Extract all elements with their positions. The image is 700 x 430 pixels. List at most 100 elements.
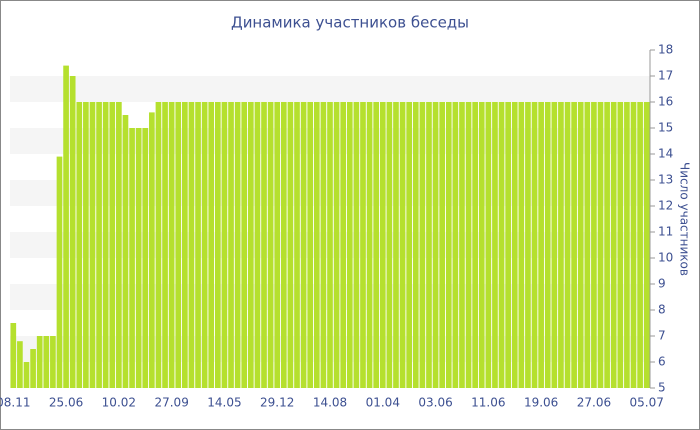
bar (241, 102, 248, 388)
bar (419, 102, 426, 388)
bar (168, 102, 175, 388)
bar (30, 349, 36, 388)
bar (129, 128, 135, 388)
bar (142, 128, 149, 388)
bar (452, 102, 459, 388)
bar (386, 102, 393, 388)
bar (320, 102, 327, 388)
bar (604, 102, 610, 388)
grid-band (10, 76, 650, 102)
bar (10, 323, 17, 388)
y-tick-label: 18 (658, 43, 673, 57)
bar (214, 102, 221, 388)
bar (102, 102, 109, 388)
bar (346, 102, 353, 388)
bar (492, 102, 498, 388)
bar (591, 102, 597, 388)
bar (76, 102, 83, 388)
bar (83, 102, 89, 388)
x-tick-label: 19.06 (524, 396, 558, 410)
bar (379, 102, 386, 388)
bar (412, 102, 419, 388)
bar (23, 362, 30, 388)
bar (525, 102, 531, 388)
bar (287, 102, 294, 388)
bar (571, 102, 577, 388)
bar (577, 102, 584, 388)
bar (280, 102, 287, 388)
bar (360, 102, 366, 388)
bar (584, 102, 591, 388)
bar (208, 102, 215, 388)
bar (333, 102, 340, 388)
bar (63, 65, 69, 388)
bar (247, 102, 254, 388)
bar (122, 115, 129, 388)
bar (56, 156, 63, 388)
bar (274, 102, 281, 388)
bar (544, 102, 551, 388)
x-tick-label: 11.06 (471, 396, 505, 410)
y-tick-label: 6 (658, 355, 666, 369)
x-tick-label: 14.08 (313, 396, 347, 410)
bar (327, 102, 333, 388)
bar (485, 102, 492, 388)
bar (511, 102, 518, 388)
bar (445, 102, 452, 388)
x-tick-label: 01.04 (366, 396, 400, 410)
bar (373, 102, 380, 388)
bar (610, 102, 617, 388)
y-tick-label: 7 (658, 329, 666, 343)
bar (459, 102, 465, 388)
bar (518, 102, 525, 388)
bar (498, 102, 505, 388)
x-tick-label: 10.02 (102, 396, 136, 410)
bar (307, 102, 314, 388)
bar (538, 102, 544, 388)
y-tick-label: 10 (658, 251, 673, 265)
bar (182, 102, 188, 388)
bar (531, 102, 538, 388)
x-tick-label: 05.07 (630, 396, 664, 410)
y-axis-label: Число участников (678, 162, 692, 276)
y-tick-label: 5 (658, 381, 666, 395)
bar (188, 102, 195, 388)
y-tick-label: 14 (658, 147, 673, 161)
bar (228, 102, 234, 388)
bar (465, 102, 472, 388)
bar (50, 336, 56, 388)
bar (617, 102, 624, 388)
bar (637, 102, 643, 388)
bar (643, 102, 650, 388)
bar (36, 336, 43, 388)
bar (135, 128, 142, 388)
bar (234, 102, 241, 388)
bar (69, 76, 76, 388)
bar (551, 102, 558, 388)
bar (175, 102, 182, 388)
bar (366, 102, 373, 388)
y-tick-label: 13 (658, 173, 673, 187)
bar (294, 102, 300, 388)
bar (340, 102, 347, 388)
bar (155, 102, 162, 388)
bar (43, 336, 50, 388)
bar (505, 102, 511, 388)
bar (116, 102, 122, 388)
bar (564, 102, 571, 388)
bar (432, 102, 439, 388)
x-tick-label: 03.06 (418, 396, 452, 410)
bar (426, 102, 432, 388)
y-tick-label: 11 (658, 225, 673, 239)
bar (597, 102, 604, 388)
y-tick-label: 16 (658, 95, 673, 109)
bar (254, 102, 261, 388)
bar (399, 102, 406, 388)
bar (89, 102, 96, 388)
bar (300, 102, 307, 388)
y-tick-label: 9 (658, 277, 666, 291)
bar (221, 102, 228, 388)
bar (478, 102, 485, 388)
x-tick-label: 25.06 (49, 396, 83, 410)
